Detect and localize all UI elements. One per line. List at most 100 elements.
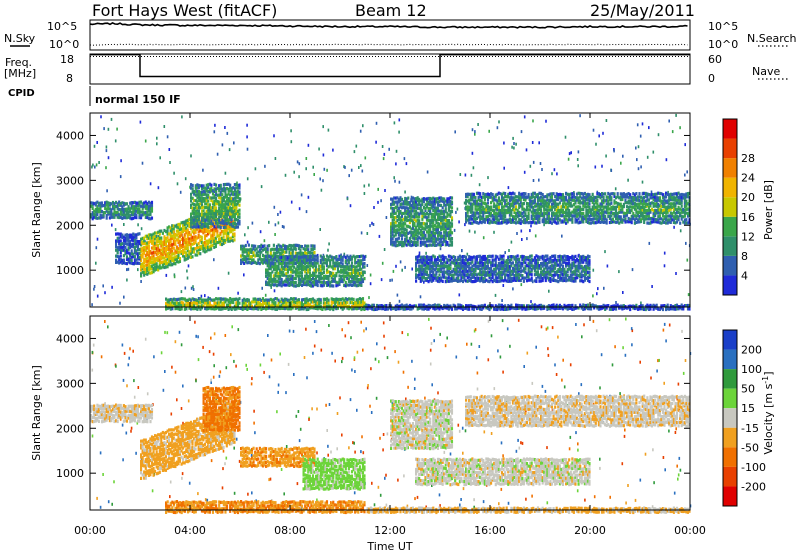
range-gate-cell [182, 236, 185, 240]
range-gate-cell [427, 307, 430, 311]
speckle [294, 245, 297, 249]
range-gate-cell [441, 266, 444, 270]
range-gate-cell [430, 276, 433, 281]
range-gate-cell [265, 280, 268, 284]
range-gate-cell [450, 216, 454, 220]
range-gate-cell [454, 255, 457, 260]
range-gate-cell [255, 298, 258, 302]
range-gate-cell [257, 261, 260, 265]
range-gate-cell [485, 271, 488, 275]
range-gate-cell [228, 230, 231, 234]
range-gate-cell [479, 254, 482, 258]
range-gate-cell [235, 218, 238, 222]
range-gate-cell [541, 306, 544, 311]
range-gate-cell [188, 221, 191, 225]
speckle [529, 229, 531, 233]
range-gate-cell [107, 207, 110, 211]
range-gate-cell [541, 269, 544, 273]
range-gate-cell [246, 248, 249, 252]
range-gate-cell [352, 268, 355, 272]
range-gate-cell [443, 203, 446, 207]
range-gate-cell [225, 215, 229, 219]
range-gate-cell [407, 214, 410, 218]
range-gate-cell [547, 257, 550, 261]
range-gate-cell [272, 251, 275, 255]
range-gate-cell [250, 307, 254, 311]
range-gate-cell [485, 257, 488, 261]
range-gate-cell [454, 272, 457, 276]
range-gate-cell [480, 278, 483, 282]
range-gate-cell [208, 216, 211, 220]
speckle [126, 278, 128, 282]
range-gate-cell [136, 204, 140, 208]
range-gate-cell [429, 264, 432, 268]
range-gate-cell [280, 273, 283, 277]
range-gate-cell [291, 283, 294, 287]
range-gate-cell [444, 243, 447, 247]
range-gate-cell [463, 258, 466, 263]
range-gate-cell [530, 306, 533, 310]
range-gate-cell [152, 267, 155, 271]
range-gate-cell [438, 196, 441, 200]
range-gate-cell [133, 258, 136, 262]
speckle [381, 145, 384, 148]
range-gate-cell [285, 306, 288, 310]
range-gate-cell [218, 212, 221, 216]
range-gate-cell [186, 300, 190, 305]
range-gate-cell [429, 206, 432, 211]
range-gate-cell [557, 306, 560, 310]
range-gate-cell [391, 306, 394, 311]
range-gate-cell [524, 307, 527, 311]
range-gate-cell [400, 197, 404, 201]
range-gate-cell [418, 306, 421, 310]
range-gate-cell [396, 307, 399, 311]
range-gate-cell [543, 255, 546, 259]
range-gate-cell [327, 277, 330, 282]
range-gate-cell [233, 218, 236, 222]
range-gate-cell [432, 278, 435, 282]
range-gate-cell [430, 258, 433, 262]
speckle [419, 295, 422, 299]
range-gate-cell [271, 278, 274, 282]
range-gate-cell [440, 258, 443, 262]
range-gate-cell [146, 210, 149, 214]
range-gate-cell [515, 267, 518, 271]
range-gate-cell [558, 303, 561, 307]
range-gate-cell [258, 297, 261, 301]
range-gate-cell [324, 281, 327, 285]
range-gate-cell [654, 306, 657, 310]
range-gate-cell [185, 251, 188, 255]
range-gate-cell [391, 233, 394, 237]
range-gate-cell [169, 301, 172, 305]
range-gate-cell [311, 276, 315, 280]
range-gate-cell [258, 257, 261, 261]
range-gate-cell [241, 248, 244, 252]
speckle [217, 286, 220, 290]
range-gate-cell [399, 209, 402, 214]
range-gate-cell [405, 224, 408, 228]
range-gate-cell [419, 206, 422, 210]
range-gate-cell [269, 248, 272, 252]
range-gate-cell [110, 215, 113, 219]
range-gate-cell [349, 306, 352, 310]
range-gate-cell [218, 221, 221, 225]
range-gate-cell [554, 271, 557, 275]
range-gate-cell [355, 265, 358, 269]
range-gate-cell [361, 254, 365, 258]
range-gate-cell [440, 231, 443, 235]
range-gate-cell [224, 240, 227, 244]
range-gate-cell [133, 261, 136, 265]
range-gate-cell [486, 261, 490, 265]
speckle [470, 173, 473, 177]
range-gate-cell [508, 255, 511, 259]
range-gate-cell [435, 197, 438, 201]
range-gate-cell [421, 230, 424, 235]
range-gate-cell [411, 243, 415, 247]
range-gate-cell [299, 244, 302, 248]
range-gate-cell [504, 264, 507, 268]
range-gate-cell [293, 265, 296, 269]
speckle [439, 247, 442, 251]
range-gate-cell [227, 197, 230, 201]
range-gate-cell [305, 261, 308, 265]
range-gate-cell [441, 199, 444, 203]
